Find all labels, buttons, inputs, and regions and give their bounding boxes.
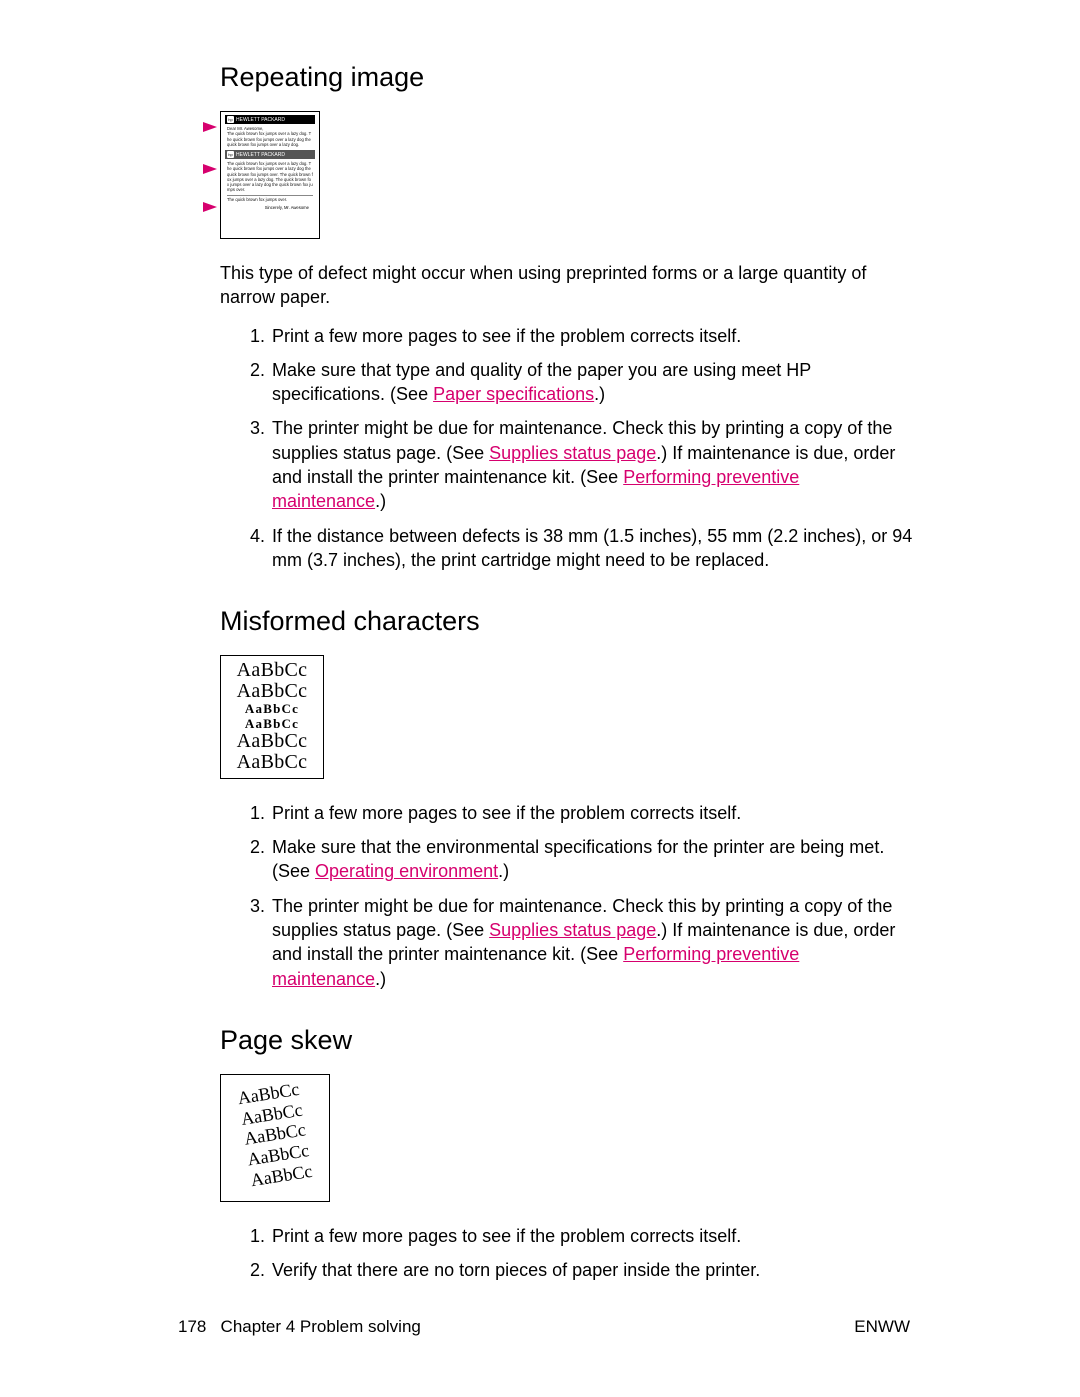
steps-list-misformed: Print a few more pages to see if the pro… [220, 801, 915, 991]
chapter-title: Chapter 4 Problem solving [221, 1317, 421, 1336]
sample-text-line: AaBbCc [221, 681, 323, 702]
list-text: .) [375, 969, 386, 989]
list-item: Make sure that type and quality of the p… [270, 358, 915, 407]
list-item: Print a few more pages to see if the pro… [270, 324, 915, 348]
steps-list-skew: Print a few more pages to see if the pro… [220, 1224, 915, 1283]
list-item: The printer might be due for maintenance… [270, 416, 915, 513]
list-item: Print a few more pages to see if the pro… [270, 801, 915, 825]
sample-text-line: AaBbCc [221, 731, 323, 752]
hp-logo-band-faded: hp HEWLETT PACKARD [225, 150, 315, 159]
intro-paragraph: This type of defect might occur when usi… [220, 261, 915, 310]
footer-left: 178 Chapter 4 Problem solving [178, 1317, 421, 1337]
sample-signature: Sincerely, Mr. Awesome [221, 202, 319, 210]
hp-logo-band: hp HEWLETT PACKARD [225, 115, 315, 124]
heading-misformed-characters: Misformed characters [220, 606, 915, 637]
sample-text-line: AaBbCc [221, 717, 323, 731]
list-item: Verify that there are no torn pieces of … [270, 1258, 915, 1282]
sample-text-line: AaBbCc [221, 702, 323, 716]
list-text: .) [594, 384, 605, 404]
link-paper-specifications[interactable]: Paper specifications [433, 384, 594, 404]
sample-text-line: AaBbCc [221, 660, 323, 681]
list-item: The printer might be due for maintenance… [270, 894, 915, 991]
hp-brand-text: HEWLETT PACKARD [236, 117, 285, 123]
list-item: Make sure that the environmental specifi… [270, 835, 915, 884]
link-supplies-status[interactable]: Supplies status page [489, 443, 656, 463]
sample-page-skew: AaBbCc AaBbCc AaBbCc AaBbCc AaBbCc [220, 1074, 330, 1202]
hp-brand-text: HEWLETT PACKARD [236, 152, 285, 158]
list-text: .) [498, 861, 509, 881]
footer-right: ENWW [854, 1317, 910, 1337]
list-item: Print a few more pages to see if the pro… [270, 1224, 915, 1248]
hp-logo-icon: hp [227, 116, 234, 123]
sample-text-line: AaBbCc [221, 752, 323, 773]
hp-logo-icon: hp [227, 151, 234, 158]
arrow-icon [203, 122, 217, 132]
sample-misformed-characters: AaBbCc AaBbCc AaBbCc AaBbCc AaBbCc AaBbC… [220, 655, 324, 779]
skewed-text-block: AaBbCc AaBbCc AaBbCc AaBbCc AaBbCc [220, 1075, 330, 1194]
link-operating-environment[interactable]: Operating environment [315, 861, 498, 881]
sample-micro-text: Dear Mr. Awesome,The quick brown fox jum… [221, 126, 319, 147]
list-item: If the distance between defects is 38 mm… [270, 524, 915, 573]
sample-repeating-image: hp HEWLETT PACKARD Dear Mr. Awesome,The … [220, 111, 320, 239]
page-number: 178 [178, 1317, 206, 1336]
heading-repeating-image: Repeating image [220, 62, 915, 93]
sample-micro-text: The quick brown fox jumps over. [227, 195, 313, 202]
steps-list-repeating: Print a few more pages to see if the pro… [220, 324, 915, 573]
page-footer: 178 Chapter 4 Problem solving ENWW [178, 1317, 910, 1337]
arrow-icon [203, 202, 217, 212]
link-supplies-status[interactable]: Supplies status page [489, 920, 656, 940]
list-text: .) [375, 491, 386, 511]
arrow-icon [203, 164, 217, 174]
sample-micro-text: The quick brown fox jumps over a lazy do… [221, 161, 319, 193]
document-page: Repeating image hp HEWLETT PACKARD Dear … [0, 0, 1080, 1283]
heading-page-skew: Page skew [220, 1025, 915, 1056]
